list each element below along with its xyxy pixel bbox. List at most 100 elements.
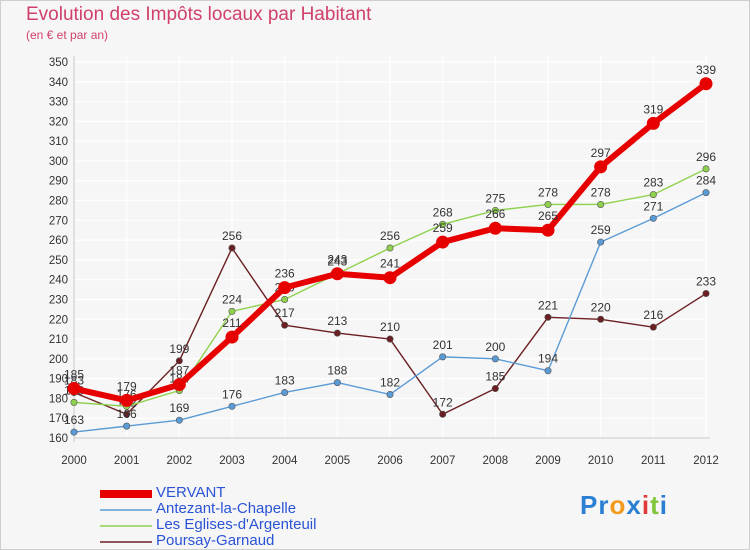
- data-label: 200: [485, 340, 505, 354]
- x-tick-label: 2006: [377, 455, 403, 467]
- data-label: 185: [485, 370, 505, 384]
- data-point: [330, 267, 344, 281]
- data-point: [228, 402, 236, 410]
- data-point: [649, 214, 657, 222]
- data-label: 233: [696, 275, 716, 289]
- x-tick-label: 2010: [588, 455, 614, 467]
- data-label: 339: [696, 63, 716, 77]
- data-label: 275: [485, 191, 505, 205]
- data-point: [597, 315, 605, 323]
- data-point: [228, 244, 236, 252]
- y-tick-label: 250: [49, 255, 68, 267]
- y-tick-label: 160: [49, 433, 68, 445]
- x-tick-label: 2003: [219, 455, 245, 467]
- data-label: 284: [696, 174, 716, 188]
- data-label: 176: [222, 387, 242, 401]
- data-point: [597, 200, 605, 208]
- data-point: [544, 313, 552, 321]
- data-point: [541, 223, 555, 237]
- series-antezant-la-chapelle: 163 166 169 176 183 188 182 201 200 194 259 271 284: [64, 174, 716, 436]
- data-label: 179: [117, 379, 137, 393]
- y-tick-labels: 160 170 180 190 200 210 220 230 240 250 260 270 280 2…: [49, 57, 68, 445]
- data-label: 278: [591, 185, 611, 199]
- data-label: 172: [433, 395, 453, 409]
- y-tick-label: 270: [49, 215, 68, 227]
- data-label: 213: [327, 314, 347, 328]
- data-point: [172, 378, 186, 392]
- data-point: [225, 330, 239, 344]
- data-label: 266: [485, 207, 505, 221]
- data-point: [70, 428, 78, 436]
- y-tick-label: 210: [49, 334, 68, 346]
- x-tick-label: 2001: [114, 455, 140, 467]
- data-point: [702, 189, 710, 197]
- legend-label: Antezant-la-Chapelle: [156, 500, 297, 517]
- data-point: [488, 221, 502, 235]
- x-tick-label: 2011: [641, 455, 666, 467]
- data-point: [383, 271, 397, 285]
- x-tick-label: 2002: [167, 455, 193, 467]
- data-label: 243: [327, 255, 347, 269]
- data-label: 256: [222, 229, 242, 243]
- brand-letter: x: [626, 490, 642, 520]
- data-point: [386, 335, 394, 343]
- page-title: Evolution des Impôts locaux par Habitant: [26, 4, 372, 25]
- y-tick-label: 300: [49, 156, 68, 168]
- data-label: 296: [696, 150, 716, 164]
- data-point: [333, 379, 341, 387]
- data-point: [333, 329, 341, 337]
- data-point: [281, 388, 289, 396]
- brand-letter: r: [598, 490, 610, 520]
- data-point: [70, 398, 78, 406]
- legend-label: Les Eglises-d'Argenteuil: [156, 516, 317, 533]
- data-point: [120, 393, 134, 407]
- data-point: [649, 191, 657, 199]
- brand-letter: P: [580, 490, 599, 520]
- data-point: [386, 244, 394, 252]
- legend-label: Poursay-Garnaud: [156, 532, 275, 549]
- data-label: 183: [275, 373, 295, 387]
- y-tick-label: 240: [49, 275, 68, 287]
- x-tick-label: 2007: [430, 455, 456, 467]
- x-tick-label: 2000: [61, 455, 87, 467]
- data-point: [699, 77, 713, 91]
- data-point: [649, 323, 657, 331]
- data-label: 319: [643, 102, 663, 116]
- data-label: 217: [275, 306, 295, 320]
- data-label: 188: [327, 364, 347, 378]
- data-label: 241: [380, 257, 400, 271]
- series-vervant: 185 179 187 211 236 243 241 259 266 265 297 319 339: [64, 63, 716, 407]
- x-tick-labels: 2000 2001 2002 2003 2004 2005 2006 2007 2008 2009…: [61, 455, 719, 467]
- y-tick-label: 330: [49, 97, 68, 109]
- data-point: [278, 281, 292, 295]
- data-point: [646, 116, 660, 130]
- data-point: [281, 321, 289, 329]
- y-tick-label: 230: [49, 294, 68, 306]
- data-label: 278: [538, 185, 558, 199]
- data-label: 169: [169, 401, 189, 415]
- series-poursay-garnaud: 183172199256217213210172185221220216233: [64, 229, 716, 418]
- data-point: [544, 367, 552, 375]
- y-tick-label: 180: [49, 393, 68, 405]
- x-tick-label: 2012: [693, 455, 719, 467]
- data-point: [175, 416, 183, 424]
- page-subtitle: (en € et par an): [26, 28, 109, 42]
- data-label: 201: [433, 338, 453, 352]
- data-label: 236: [275, 267, 295, 281]
- data-point: [123, 422, 131, 430]
- data-label: 271: [643, 199, 663, 213]
- data-point: [281, 295, 289, 303]
- data-point: [702, 290, 710, 298]
- data-label: 283: [643, 176, 663, 190]
- brand-letter: i: [641, 490, 651, 520]
- data-point: [491, 206, 499, 214]
- x-tick-label: 2004: [272, 455, 298, 467]
- brand-logo: Proxiti: [580, 490, 668, 521]
- data-label: 224: [222, 292, 242, 306]
- data-point: [67, 382, 81, 396]
- data-point: [439, 220, 447, 228]
- data-label: 187: [169, 364, 189, 378]
- data-label: 297: [591, 146, 611, 160]
- data-label: 259: [591, 223, 611, 237]
